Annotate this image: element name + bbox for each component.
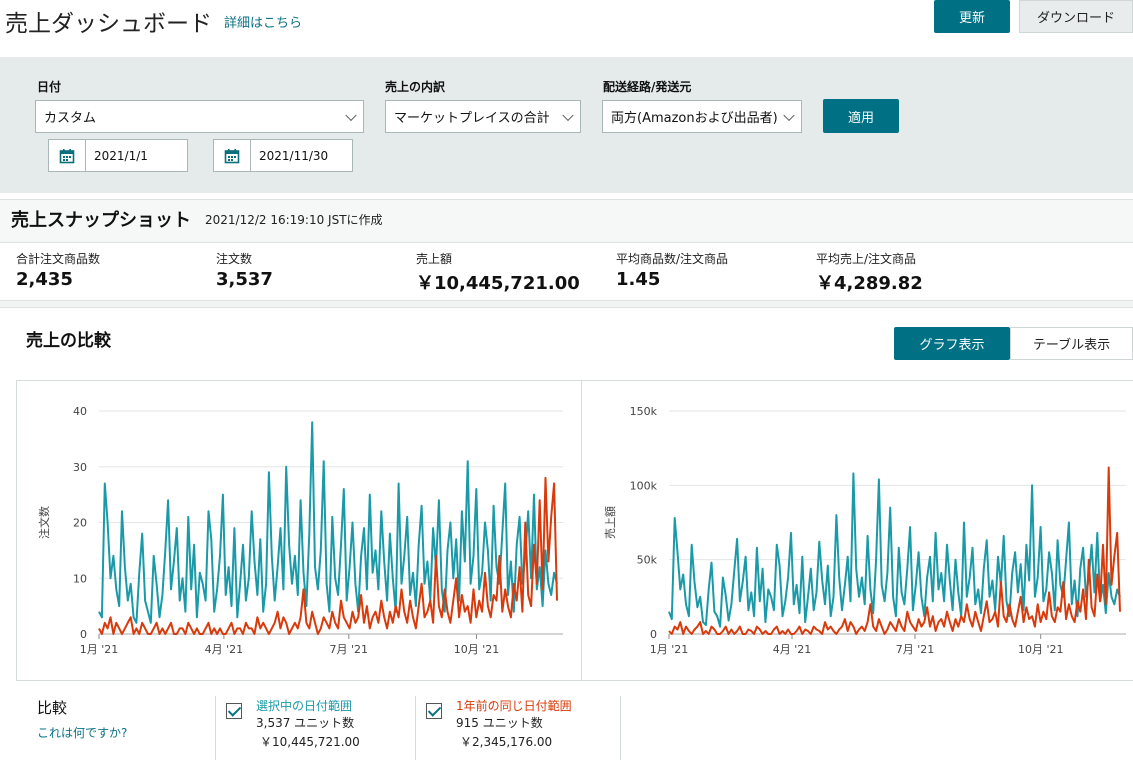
breakdown-value: マーケットプレイスの合計 <box>394 111 550 126</box>
refresh-button[interactable]: 更新 <box>934 0 1010 33</box>
legend-divider <box>620 696 621 760</box>
x-tick-label: 4月 '21 <box>205 643 244 656</box>
current-range-checkbox[interactable] <box>226 703 242 719</box>
metric-avg-sales: 平均売上/注文商品 ￥4,289.82 <box>816 250 923 295</box>
date-range-value: カスタム <box>44 111 97 126</box>
y-tick-label: 10 <box>73 572 87 585</box>
metric-value: 3,537 <box>216 269 273 290</box>
y-tick-label: 0 <box>80 628 87 641</box>
metric-orders: 注文数 3,537 <box>216 250 273 290</box>
current-range-sales: ￥10,445,721.00 <box>260 735 360 749</box>
snapshot-timestamp: 2021/12/2 16:19:10 JSTに作成 <box>205 213 383 227</box>
series-line-current <box>668 472 1121 628</box>
series-line-previous <box>668 466 1121 635</box>
legend-divider <box>415 696 416 760</box>
calendar-icon[interactable] <box>214 140 251 171</box>
metric-label: 平均売上/注文商品 <box>816 252 917 266</box>
date-range-select[interactable]: カスタム <box>35 100 364 133</box>
chevron-down-icon <box>783 109 795 121</box>
metric-total-items: 合計注文商品数 2,435 <box>16 250 100 290</box>
y-tick-label: 30 <box>73 461 87 474</box>
comparison-title: 売上の比較 <box>26 331 111 351</box>
start-date-value: 2021/1/1 <box>94 149 148 163</box>
chart-area <box>16 380 1133 681</box>
details-link[interactable]: 詳細はこちら <box>224 16 303 31</box>
calendar-icon[interactable] <box>49 140 86 171</box>
end-date-field[interactable]: 2021/11/30 <box>213 139 353 172</box>
y-tick-label: 20 <box>73 517 87 530</box>
x-tick-label: 10月 '21 <box>1018 643 1064 656</box>
tab-table-view[interactable]: テーブル表示 <box>1010 327 1133 360</box>
fulfillment-select[interactable]: 両方(Amazonおよび出品者) <box>602 100 802 133</box>
previous-range-sales: ￥2,345,176.00 <box>460 735 553 749</box>
previous-range-units: 915 ユニット数 <box>456 716 543 730</box>
fulfillment-value: 両方(Amazonおよび出品者) <box>611 111 778 126</box>
previous-range-name: 1年前の同じ日付範囲 <box>456 699 572 713</box>
series-line-current <box>98 421 558 624</box>
snapshot-title: 売上スナップショット <box>11 210 191 231</box>
current-range-name: 選択中の日付範囲 <box>256 699 353 713</box>
metric-value: ￥10,445,721.00 <box>416 273 580 294</box>
chevron-down-icon <box>345 109 357 121</box>
y-tick-label: 40 <box>73 405 87 418</box>
y-axis-label: 売上額 <box>604 506 617 539</box>
breakdown-select[interactable]: マーケットプレイスの合計 <box>385 100 581 133</box>
metric-label: 合計注文商品数 <box>16 252 101 266</box>
metric-sales: 売上額 ￥10,445,721.00 <box>416 250 580 295</box>
date-filter-label: 日付 <box>37 80 62 94</box>
breakdown-filter-label: 売上の内訳 <box>385 80 446 94</box>
filter-panel: 日付 カスタム 売上の内訳 マーケットプレイスの合計 配送経路/発送元 両方(A… <box>0 57 1133 193</box>
metric-avg-items: 平均商品数/注文商品 1.45 <box>616 250 728 290</box>
y-tick-label: 100k <box>630 479 658 492</box>
y-tick-label: 150k <box>630 405 658 418</box>
download-button[interactable]: ダウンロード <box>1019 0 1133 33</box>
start-date-field[interactable]: 2021/1/1 <box>48 139 188 172</box>
y-tick-label: 0 <box>650 628 657 641</box>
tab-graph-view[interactable]: グラフ表示 <box>894 327 1010 360</box>
metric-value: 1.45 <box>616 269 661 290</box>
metric-value: 2,435 <box>16 269 73 290</box>
snapshot-header: 売上スナップショット 2021/12/2 16:19:10 JSTに作成 <box>0 199 1133 243</box>
chart-divider <box>581 380 582 681</box>
section-divider <box>0 300 1133 308</box>
x-tick-label: 7月 '21 <box>330 643 369 656</box>
chevron-down-icon <box>562 109 574 121</box>
x-tick-label: 10月 '21 <box>454 643 500 656</box>
x-tick-label: 1月 '21 <box>80 643 119 656</box>
metric-label: 売上額 <box>416 252 453 266</box>
x-tick-label: 4月 '21 <box>773 643 812 656</box>
metric-label: 平均商品数/注文商品 <box>616 252 729 266</box>
previous-range-checkbox[interactable] <box>426 703 442 719</box>
current-range-units: 3,537 ユニット数 <box>256 716 355 730</box>
metric-value: ￥4,289.82 <box>816 273 923 294</box>
y-tick-label: 50k <box>637 554 658 567</box>
series-line-previous <box>98 476 558 635</box>
x-tick-label: 1月 '21 <box>650 643 689 656</box>
metric-label: 注文数 <box>216 252 253 266</box>
apply-button[interactable]: 適用 <box>823 99 899 133</box>
legend-label: 比較 <box>37 699 68 717</box>
x-tick-label: 7月 '21 <box>896 643 935 656</box>
sales-chart: 0 50k 100k 150k 売上額 1月 '21 4月 '21 7月 '21 10月 '21 <box>604 405 1126 656</box>
page-header: 売上ダッシュボード 詳細はこちら 更新 ダウンロード <box>0 0 1133 57</box>
orders-chart: 0 10 20 30 40 注文数 1月 '21 4月 '21 7月 '21 10月 '21 <box>37 405 563 656</box>
end-date-value: 2021/11/30 <box>259 149 329 163</box>
legend-divider <box>215 696 216 760</box>
y-axis-label: 注文数 <box>37 506 51 539</box>
what-is-this-link[interactable]: これは何ですか? <box>37 726 128 740</box>
page-title: 売上ダッシュボード <box>5 11 212 37</box>
fulfillment-filter-label: 配送経路/発送元 <box>603 80 692 94</box>
